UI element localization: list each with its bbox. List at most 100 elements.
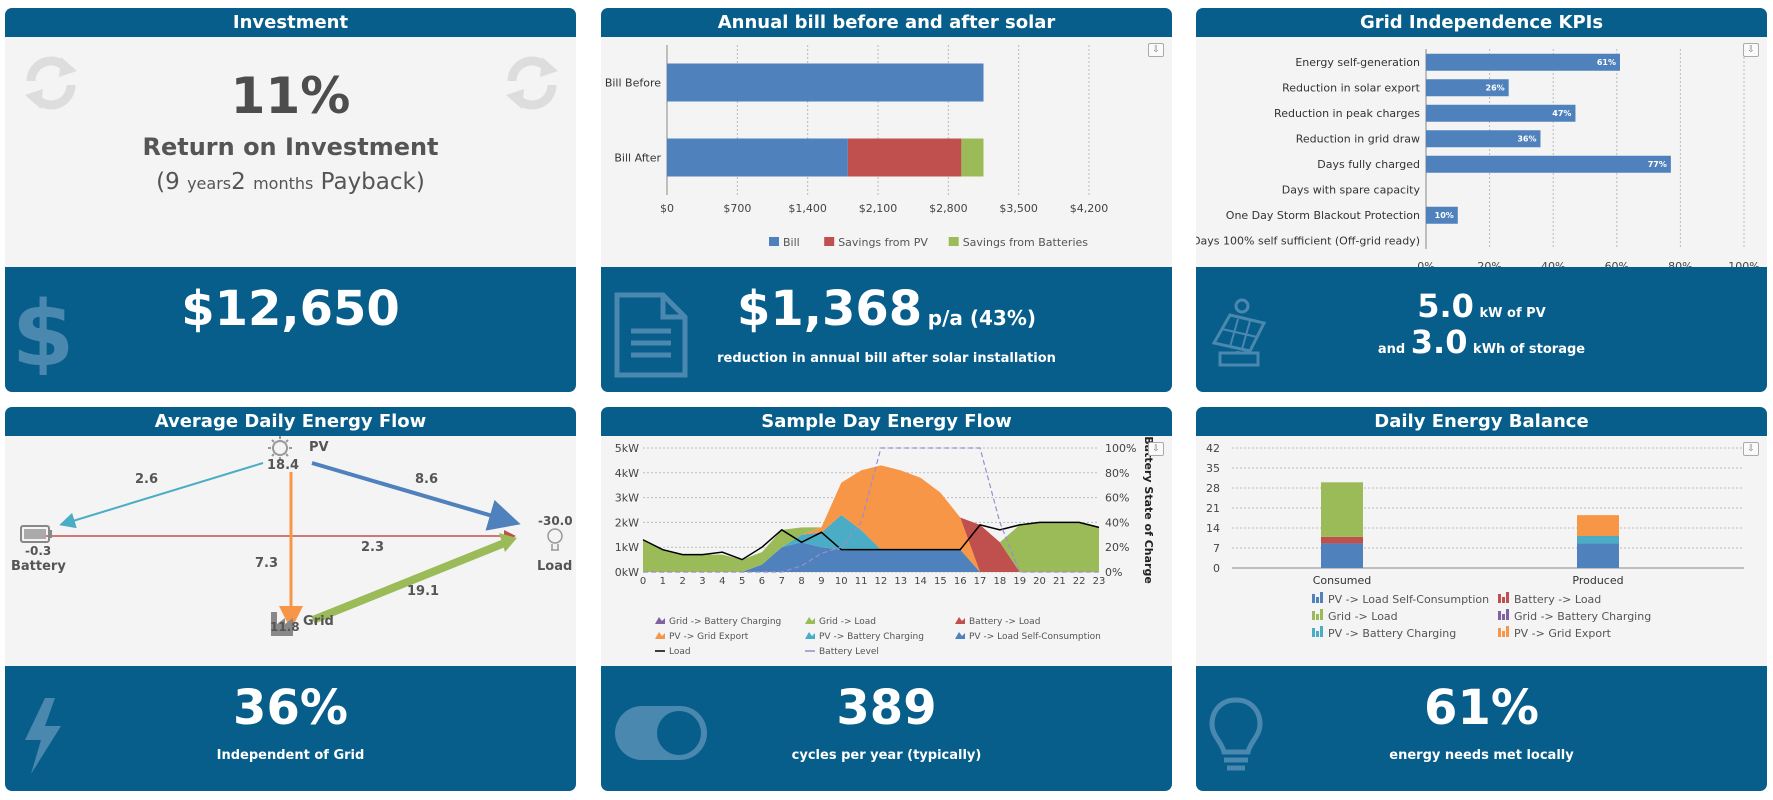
x-tick-label: 19: [1013, 576, 1026, 587]
pv-label: PV: [309, 440, 329, 455]
x-tick-label: 11: [855, 576, 868, 587]
flow-grid-to-load: [311, 538, 509, 624]
y-tick-label: 28: [1206, 482, 1220, 495]
y2-tick-label: 40%: [1105, 516, 1129, 529]
energy-flow-footer: 36% Independent of Grid: [5, 666, 576, 791]
x-tick-label: 0: [640, 576, 646, 587]
kpi-category-label: One Day Storm Blackout Protection: [1226, 209, 1420, 222]
y-tick-label: 5kW: [615, 442, 639, 455]
x-tick-label: $700: [723, 202, 751, 215]
met-locally-caption: energy needs met locally: [1389, 748, 1574, 763]
x-tick-label: 4: [719, 576, 725, 587]
chart-export-icon[interactable]: ⇩: [1148, 43, 1164, 57]
legend-swatch: [1320, 609, 1323, 620]
x-tick-label: 2: [679, 576, 685, 587]
payback-line: (9 years2 months Payback): [5, 169, 576, 195]
kpi-bar: [1426, 155, 1671, 173]
payback-months-unit: months: [253, 174, 314, 193]
toggle-icon: [615, 706, 707, 760]
bar-segment: [961, 138, 984, 177]
load-value: -30.0: [538, 514, 573, 528]
grid-label: Grid: [303, 614, 334, 629]
kpi-footer: 5.0 kW of PV and 3.0 kWh of storage: [1196, 267, 1767, 392]
stack-segment: [1321, 536, 1363, 544]
solar-panel-icon: [1211, 298, 1267, 367]
annual-bill-card: Annual bill before and after solar ⇩ $0 $…: [601, 8, 1172, 392]
bar-segment: [667, 138, 848, 177]
load-label: Load: [537, 559, 573, 574]
battery-level-line: [643, 447, 1099, 573]
legend-swatch: [1320, 626, 1323, 637]
legend-swatch: [955, 632, 965, 639]
kpi-category-label: Days fully charged: [1317, 158, 1420, 171]
legend-swatch: [769, 237, 779, 246]
sample-day-title: Sample Day Energy Flow: [601, 407, 1172, 436]
battery-icon: [20, 525, 52, 543]
stack-segment: [1321, 482, 1363, 537]
battery-load-value: 2.3: [361, 540, 385, 555]
legend-swatch: [824, 237, 835, 246]
independent-percentage: 36%: [233, 680, 348, 736]
y2-tick-label: 0%: [1105, 566, 1122, 579]
area-series: [643, 465, 1099, 572]
legend-swatch: [1320, 592, 1323, 603]
legend-swatch: [1506, 609, 1509, 620]
category-label: Bill Before: [605, 77, 661, 90]
pv-to-load-value: 8.6: [415, 472, 439, 487]
energy-balance-footer: 61% energy needs met locally: [1196, 666, 1767, 791]
legend-label: PV -> Load Self-Consumption: [1328, 593, 1489, 606]
payback-months-num: 2: [231, 169, 246, 195]
kpi-data-label: 77%: [1648, 160, 1667, 169]
x-tick-label: $4,200: [1070, 202, 1109, 215]
stack-segment: [1577, 515, 1619, 536]
legend-label: PV -> Load Self-Consumption: [969, 632, 1101, 642]
sample-day-body: ⇩ 0kW 1kW 2kW 3kW 4kW 5kW 0% 20% 40% 60% 80% 100% Ba…: [601, 436, 1172, 673]
sample-day-footer: 389 cycles per year (typically): [601, 666, 1172, 791]
battery-value: -0.3: [25, 544, 52, 558]
svg-text:$: $: [15, 289, 71, 375]
flow-pv-to-battery: [59, 462, 264, 529]
kpi-bar: [1426, 104, 1576, 122]
legend-label: Battery Level: [819, 647, 879, 657]
x-tick-label: 12: [875, 576, 888, 587]
legend-label: Grid -> Battery Charging: [669, 617, 781, 627]
y-tick-label: 14: [1206, 522, 1220, 535]
area-series: [643, 542, 1099, 572]
x-tick-label: 18: [994, 576, 1007, 587]
legend-label: Load: [669, 647, 691, 657]
chart-export-icon[interactable]: ⇩: [1743, 442, 1759, 456]
investment-footer: $ $12,650: [5, 267, 576, 392]
chart-export-icon[interactable]: ⇩: [1743, 43, 1759, 57]
legend-label: PV -> Battery Charging: [819, 632, 924, 642]
chart-export-icon[interactable]: ⇩: [1148, 442, 1164, 456]
legend-label: PV -> Grid Export: [669, 632, 749, 642]
kpi-data-label: 36%: [1517, 134, 1536, 143]
legend-swatch: [1498, 594, 1501, 603]
pv-kw-unit: kW of PV: [1479, 306, 1546, 321]
category-label: Bill After: [614, 152, 661, 165]
lightning-icon: [25, 698, 61, 774]
cycles-caption: cycles per year (typically): [791, 748, 982, 763]
energy-flow-diagram: [20, 436, 563, 636]
legend-swatch: [955, 617, 965, 624]
y-tick-label: 35: [1206, 462, 1220, 475]
flow-grid-to-load-arrowhead: [499, 533, 517, 552]
legend-swatch: [1498, 628, 1501, 637]
category-label: Produced: [1572, 574, 1623, 587]
energy-balance-chart: 0 7 14 21 28 35 42 Consumed Produced PV -> Load S…: [1206, 442, 1744, 640]
dollar-icon: $: [15, 289, 71, 375]
kpi-category-label: Days 100% self sufficient (Off-grid read…: [1196, 234, 1420, 247]
legend-label: PV -> Battery Charging: [1328, 627, 1456, 640]
battery-label: Battery: [11, 559, 66, 574]
x-tick-label: 20: [1033, 576, 1046, 587]
storage-kwh-unit: kWh of storage: [1473, 342, 1586, 357]
kpi-bar: [1426, 206, 1458, 224]
y2-tick-label: 20%: [1105, 541, 1129, 554]
x-tick-label: $0: [660, 202, 674, 215]
load-line: [642, 521, 1100, 561]
document-icon: [614, 292, 688, 378]
payback-years-unit: years: [187, 174, 232, 193]
y2-tick-label: 60%: [1105, 492, 1129, 505]
legend-swatch: [1502, 631, 1505, 637]
pv-line: 5.0 kW of PV: [1196, 287, 1767, 325]
